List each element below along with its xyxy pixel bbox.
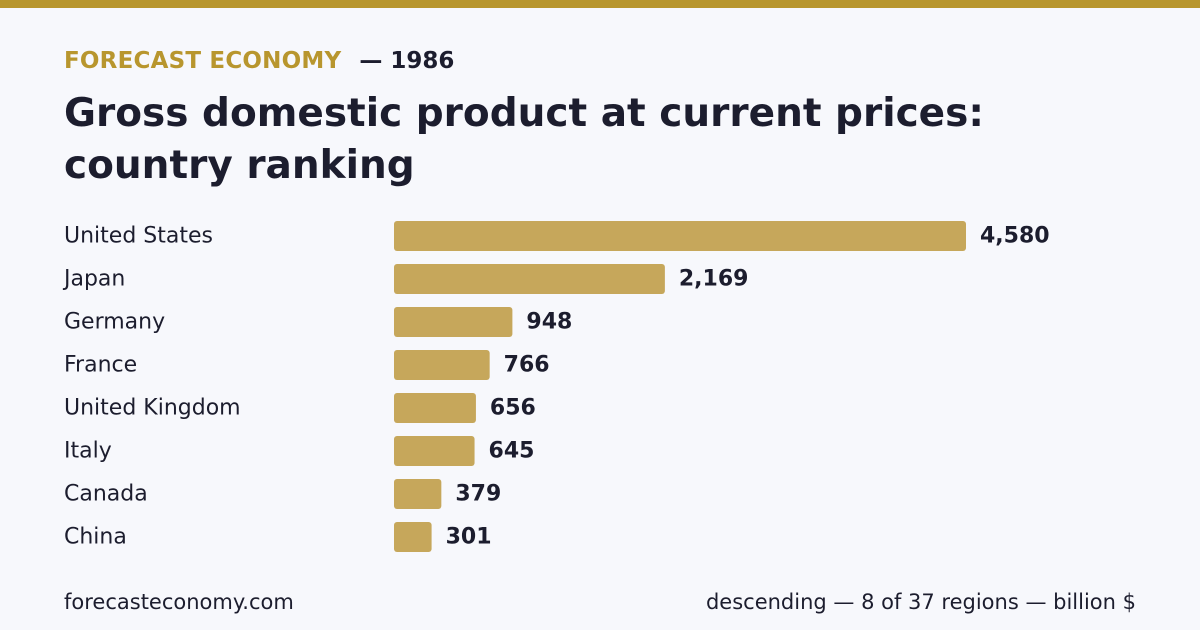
value-label: 656 [490, 396, 536, 421]
bar [394, 221, 966, 251]
bar [394, 436, 475, 466]
category-label: United States [64, 224, 213, 249]
top-accent-bar [0, 0, 1200, 8]
brand-name: FORECAST ECONOMY [64, 48, 342, 74]
category-label: United Kingdom [64, 396, 241, 421]
year-label: — 1986 [359, 48, 455, 74]
value-label: 766 [504, 353, 550, 378]
value-label: 645 [489, 439, 535, 464]
bar [394, 393, 476, 423]
bar [394, 307, 513, 337]
category-label: France [64, 353, 137, 378]
value-label: 948 [526, 310, 572, 335]
bar [394, 522, 432, 552]
value-label: 301 [446, 525, 492, 550]
bar [394, 350, 490, 380]
chart-title: Gross domestic product at current prices… [64, 91, 984, 188]
header: FORECAST ECONOMY — 1986 [64, 46, 454, 76]
footer-note: descending — 8 of 37 regions — billion $ [705, 590, 1136, 614]
value-label: 379 [455, 482, 501, 507]
category-label: Italy [64, 439, 112, 464]
value-label: 4,580 [980, 224, 1050, 249]
bar [394, 264, 665, 294]
category-label: Germany [64, 310, 165, 335]
footer-site[interactable]: forecasteconomy.com [64, 590, 294, 614]
category-label: China [64, 525, 127, 550]
bar [394, 479, 442, 509]
value-label: 2,169 [679, 267, 749, 292]
category-label: Canada [64, 482, 148, 507]
category-label: Japan [62, 267, 125, 292]
bar-chart: United States 4,580 Japan 2,169 Germany 948 Fr… [62, 221, 1050, 552]
